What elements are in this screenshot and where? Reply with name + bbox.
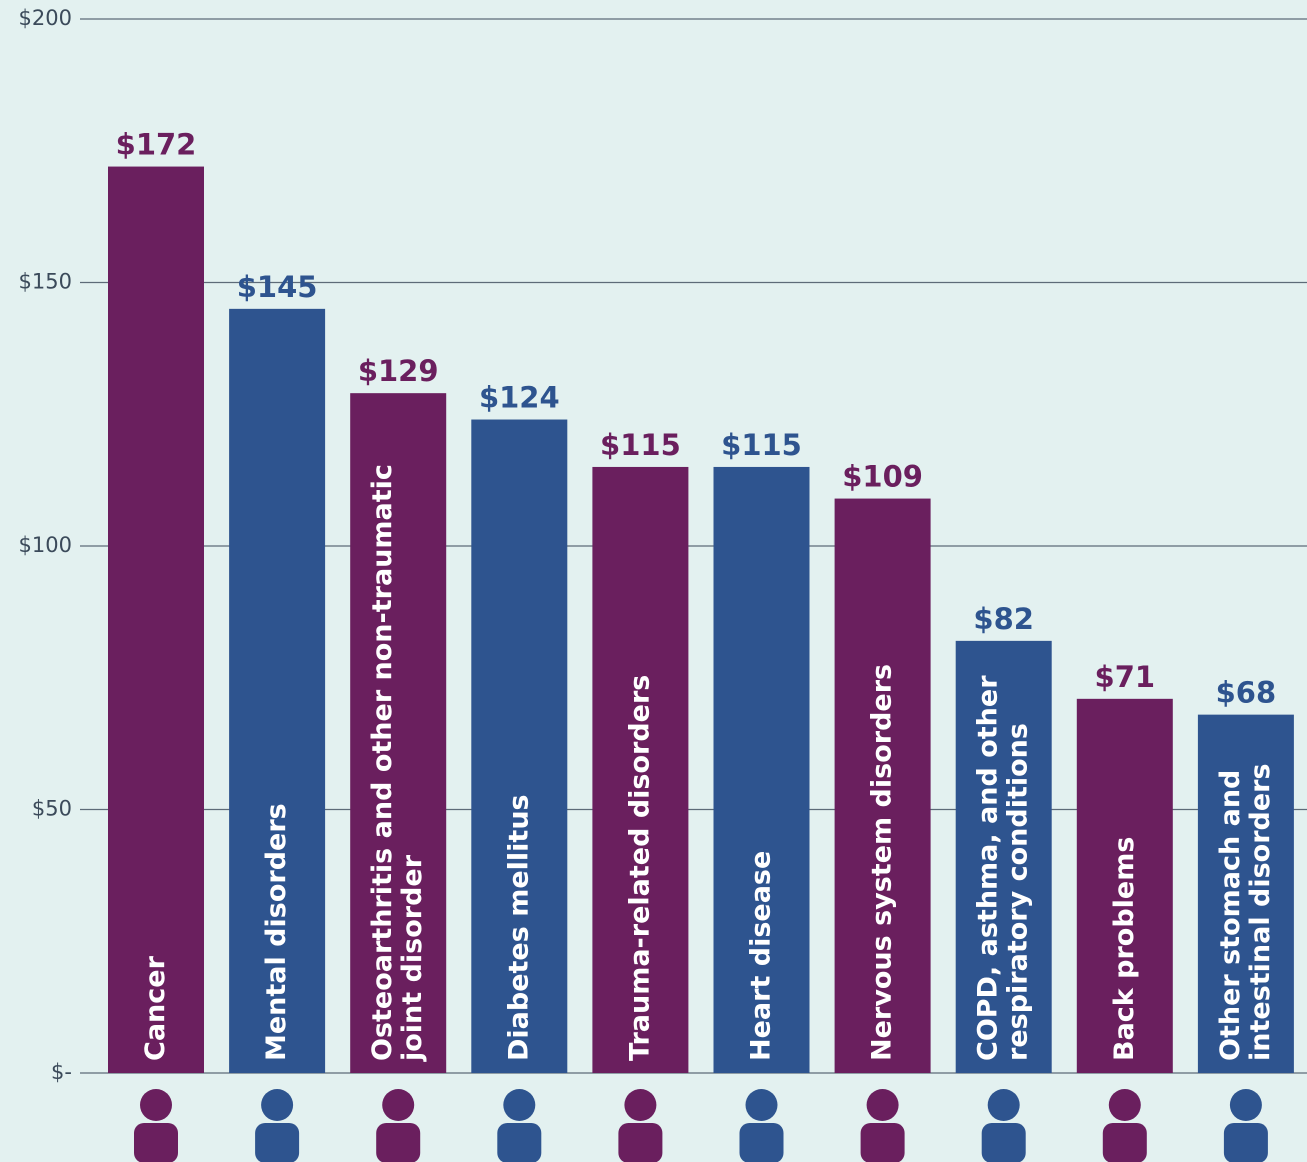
- bar: [713, 466, 810, 1073]
- icon: [1223, 1123, 1268, 1162]
- y-tick-label: $150: [19, 270, 72, 294]
- y-tick-label: $100: [19, 533, 72, 557]
- icon: [739, 1123, 784, 1162]
- icon: [981, 1123, 1026, 1162]
- bar: [229, 308, 326, 1074]
- value-label: $71: [1095, 660, 1156, 694]
- value-label: $124: [479, 381, 560, 415]
- icon: [618, 1123, 663, 1162]
- icon: [745, 1089, 778, 1121]
- y-tick-label: $-: [51, 1060, 72, 1084]
- bar: [1076, 698, 1173, 1073]
- y-tick-label: $50: [32, 797, 72, 821]
- bar: [350, 393, 447, 1073]
- icon: [376, 1123, 421, 1162]
- y-tick-label: $200: [19, 6, 72, 30]
- category-label: Diabetes mellitus: [503, 794, 534, 1061]
- icon: [1229, 1089, 1262, 1121]
- category-label: COPD, asthma, and other respiratory cond…: [972, 666, 1033, 1061]
- value-label: $68: [1216, 676, 1277, 710]
- icon: [866, 1089, 899, 1121]
- category-label: Cancer: [140, 955, 171, 1061]
- bar: [108, 166, 204, 1073]
- category-label: Heart disease: [745, 851, 776, 1061]
- icon: [1108, 1089, 1141, 1121]
- category-label: Mental disorders: [261, 803, 292, 1061]
- value-label: $172: [116, 128, 197, 162]
- bar: [1197, 714, 1294, 1073]
- icon: [255, 1123, 300, 1162]
- icon: [503, 1089, 536, 1121]
- icon: [497, 1123, 542, 1162]
- icon: [134, 1123, 178, 1162]
- bar: [471, 419, 568, 1073]
- value-label: $129: [358, 354, 439, 388]
- category-label: Nervous system disorders: [866, 664, 897, 1061]
- bar: [955, 640, 1052, 1073]
- category-label: Trauma-related disorders: [624, 675, 655, 1061]
- category-label: Osteoarthritis and other non-traumatic j…: [367, 455, 428, 1062]
- bar: [834, 498, 931, 1073]
- value-label: $115: [721, 428, 802, 462]
- icon: [1102, 1123, 1147, 1162]
- value-label: $145: [237, 270, 318, 304]
- icon: [140, 1089, 172, 1121]
- icon: [382, 1089, 415, 1121]
- icon: [987, 1089, 1020, 1121]
- icon: [860, 1123, 905, 1162]
- value-label: $109: [842, 460, 923, 494]
- category-label: Back problems: [1108, 837, 1139, 1061]
- value-label: $115: [600, 428, 681, 462]
- value-label: $82: [973, 602, 1034, 636]
- icon: [624, 1089, 657, 1121]
- icon: [261, 1089, 294, 1121]
- bar: [592, 466, 689, 1073]
- category-label: Other stomach and intestinal disorders: [1214, 760, 1275, 1061]
